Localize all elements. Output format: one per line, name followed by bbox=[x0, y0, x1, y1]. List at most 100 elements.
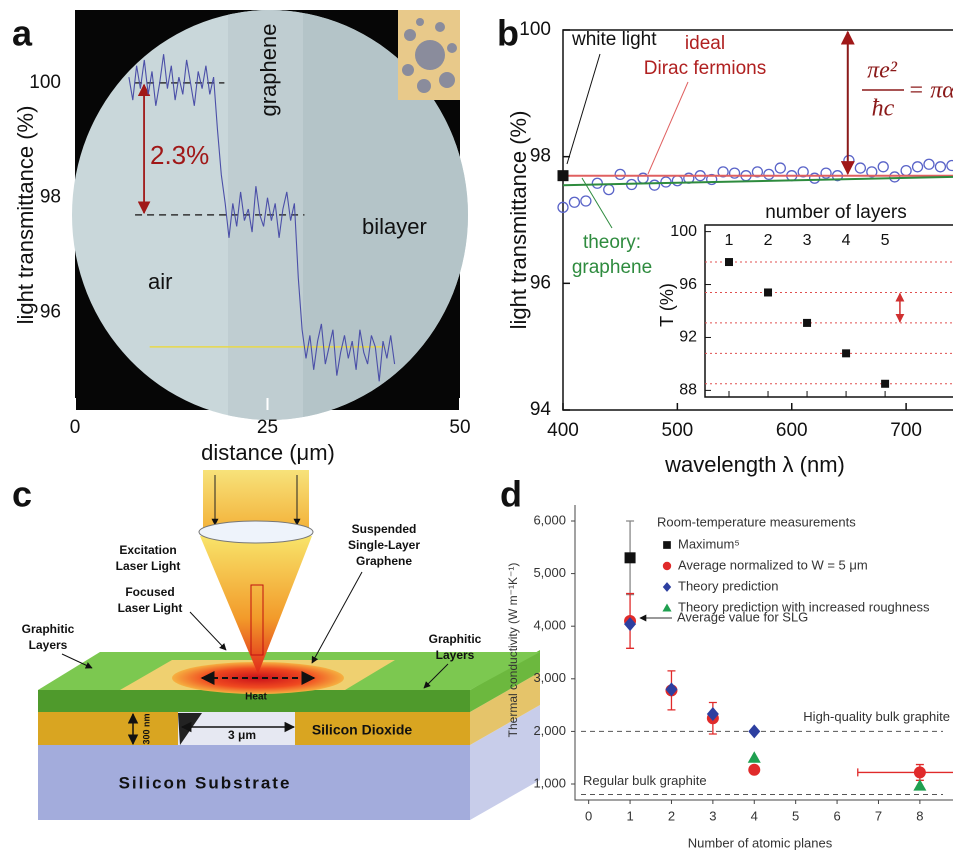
reference-label: High-quality bulk graphite bbox=[803, 709, 950, 724]
x-tick-label: 7 bbox=[875, 808, 882, 823]
marker-circle bbox=[581, 196, 591, 206]
x-tick-label: 4 bbox=[842, 232, 851, 249]
x-tick-label: 1 bbox=[725, 232, 734, 249]
theory-line bbox=[563, 177, 953, 185]
annotation: graphene bbox=[256, 24, 281, 117]
x-tick-label: 5 bbox=[881, 232, 890, 249]
x-axis-label: wavelength λ (nm) bbox=[664, 452, 845, 477]
callout-line bbox=[648, 82, 688, 174]
formula-denominator: ħc bbox=[872, 96, 895, 122]
legend-marker bbox=[663, 562, 671, 570]
page: {"chart_data": [ {"panel_label": "a", "t… bbox=[0, 0, 953, 852]
panel-label: d bbox=[500, 474, 522, 515]
y-tick-label: 94 bbox=[530, 399, 552, 420]
diagram-label: Silicon Substrate bbox=[119, 773, 292, 792]
marker-circle bbox=[878, 162, 888, 172]
inset-frame bbox=[705, 225, 953, 397]
formula-numerator: πe² bbox=[867, 58, 898, 84]
marker-circle bbox=[914, 766, 926, 778]
y-tick-label: 96 bbox=[679, 276, 697, 293]
diagram-label: Silicon Dioxide bbox=[312, 722, 413, 738]
x-tick-label: 50 bbox=[449, 417, 470, 438]
inset-title: number of layers bbox=[765, 202, 907, 223]
panel-label: b bbox=[497, 13, 519, 54]
x-tick-label: 5 bbox=[792, 808, 799, 823]
marker-circle bbox=[748, 764, 760, 776]
marker-circle bbox=[649, 180, 659, 190]
legend-label: Average normalized to W = 5 μm bbox=[678, 557, 868, 572]
y-tick-label: 2,000 bbox=[533, 723, 566, 738]
y-tick-label: 98 bbox=[40, 187, 61, 208]
legend-marker bbox=[663, 582, 671, 592]
x-tick-label: 500 bbox=[662, 420, 694, 441]
legend-title: Room-temperature measurements bbox=[657, 514, 856, 529]
y-tick-label: 100 bbox=[519, 19, 551, 40]
legend-label: Theory prediction with increased roughne… bbox=[678, 599, 930, 614]
x-tick-label: 3 bbox=[709, 808, 716, 823]
x-error-bar bbox=[858, 768, 953, 776]
y-tick-label: 6,000 bbox=[533, 512, 566, 527]
x-tick-label: 2 bbox=[764, 232, 773, 249]
diagram-label: Graphene bbox=[356, 554, 412, 568]
diagram-label: Heat bbox=[245, 692, 267, 703]
x-axis-label: distance (μm) bbox=[201, 440, 335, 465]
callout: ideal bbox=[685, 33, 725, 54]
x-tick-label: 1 bbox=[626, 808, 633, 823]
marker-circle bbox=[764, 169, 774, 179]
marker-square bbox=[842, 349, 850, 357]
diagram-label: Excitation bbox=[119, 543, 176, 557]
y-tick-label: 1,000 bbox=[533, 775, 566, 790]
annotation: air bbox=[148, 269, 172, 294]
y-tick-label: 100 bbox=[29, 72, 61, 93]
x-tick-label: 600 bbox=[776, 420, 808, 441]
panel-label: a bbox=[12, 13, 33, 54]
lens bbox=[199, 521, 313, 543]
y-tick-label: 88 bbox=[679, 382, 697, 399]
x-tick-label: 0 bbox=[585, 808, 592, 823]
reference-label: Regular bulk graphite bbox=[583, 773, 707, 788]
panel-label: c bbox=[12, 474, 32, 515]
x-tick-label: 3 bbox=[803, 232, 812, 249]
diagram-label: 300 nm bbox=[141, 713, 151, 744]
callout: theory: bbox=[583, 232, 641, 253]
marker-square bbox=[625, 552, 636, 563]
marker-circle bbox=[592, 178, 602, 188]
marker-square bbox=[725, 258, 733, 266]
diagram-label: Graphitic bbox=[22, 622, 75, 636]
diagram-label: Layers bbox=[436, 648, 475, 662]
callout: Dirac fermions bbox=[644, 58, 766, 79]
marker-circle bbox=[775, 163, 785, 173]
diagram-label: Suspended bbox=[352, 522, 417, 536]
marker-circle bbox=[901, 166, 911, 176]
marker-square bbox=[881, 380, 889, 388]
legend-label: Theory prediction bbox=[678, 578, 778, 593]
diagram-label: Graphitic bbox=[429, 632, 482, 646]
marker-diamond bbox=[748, 724, 760, 738]
x-tick-label: 4 bbox=[751, 808, 758, 823]
legend-marker bbox=[662, 603, 671, 611]
marker-square bbox=[558, 170, 569, 181]
x-tick-label: 6 bbox=[833, 808, 840, 823]
marker-circle bbox=[844, 155, 854, 165]
marker-square bbox=[803, 319, 811, 327]
formula-rhs: = πα bbox=[908, 78, 953, 104]
y-tick-label: 5,000 bbox=[533, 565, 566, 580]
marker-triangle bbox=[748, 751, 761, 763]
x-axis-label: Number of atomic planes bbox=[688, 835, 833, 850]
marker-circle bbox=[569, 197, 579, 207]
x-tick-label: 25 bbox=[257, 417, 278, 438]
y-tick-label: 92 bbox=[679, 329, 697, 346]
diagram-label: Layers bbox=[29, 638, 68, 652]
y-tick-label: 3,000 bbox=[533, 670, 566, 685]
x-tick-label: 2 bbox=[668, 808, 675, 823]
y-tick-label: 96 bbox=[40, 301, 61, 322]
marker-circle bbox=[924, 159, 934, 169]
marker-circle bbox=[890, 172, 900, 182]
callout-line bbox=[567, 54, 600, 164]
x-tick-label: 0 bbox=[70, 417, 81, 438]
y-axis-label: light transmittance (%) bbox=[13, 106, 38, 325]
marker-circle bbox=[672, 176, 682, 186]
x-tick-label: 700 bbox=[890, 420, 922, 441]
y-tick-label: 96 bbox=[530, 272, 551, 293]
marker-circle bbox=[913, 162, 923, 172]
